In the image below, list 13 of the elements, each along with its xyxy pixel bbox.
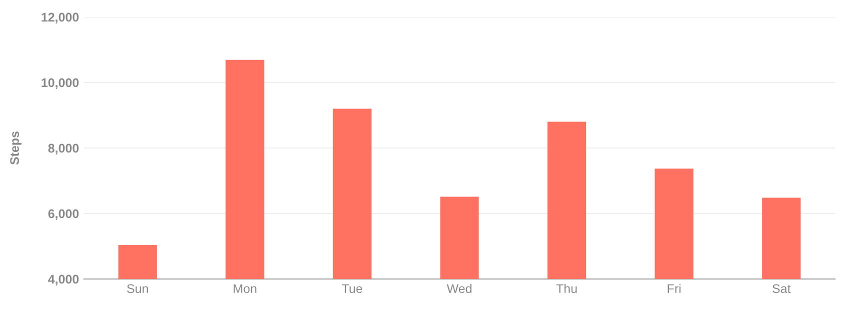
x-tick-label: Tue [342,284,362,294]
x-tick-label: Thu [556,284,577,294]
x-tick-label: Sat [772,284,791,294]
x-tick-label: Mon [234,284,256,294]
y-tick-label: 4,000 [48,274,79,286]
y-tick-label: 8,000 [48,144,79,154]
x-tick-label: Fri [668,284,681,293]
y-tick-label: 6,000 [48,209,79,220]
x-tick-label: Wed [446,284,472,294]
y-axis-title: Steps [10,131,22,165]
y-tick-label: 10,000 [42,78,79,89]
y-tick-label: 12,000 [42,12,79,24]
x-tick-label: Sun [127,284,148,294]
